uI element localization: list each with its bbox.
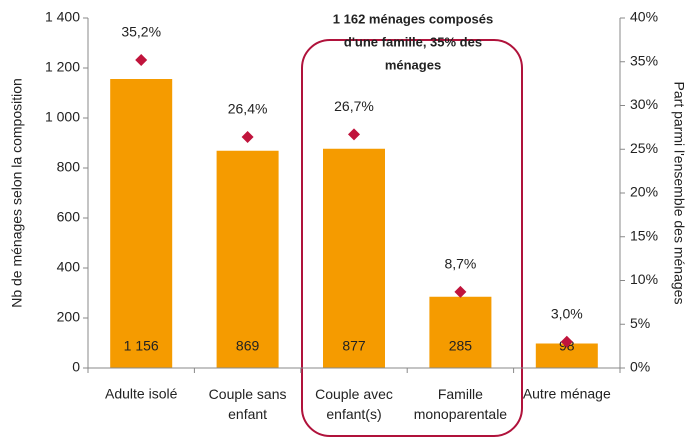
y-tick-label: 0 [72,359,80,375]
y2-tick-label: 30% [630,96,658,112]
point [348,128,360,141]
y2-tick-label: 25% [630,140,658,156]
x-tick-label: Adulte isolé [105,386,178,402]
y2-tick-label: 0% [630,359,650,375]
point-label: 26,4% [228,101,268,117]
bar [429,296,492,368]
x-tick-label: Couple sans enfant [209,386,287,422]
point [241,131,254,143]
x-tick-label: Autre ménage [523,386,611,402]
bar-label: 869 [236,338,260,354]
point-label: 35,2% [121,24,161,40]
point [454,285,467,298]
y2-tick-label: 35% [630,52,658,68]
annotation-frame [301,39,523,437]
annotation: ménages [385,57,441,72]
y2-tick-label: 10% [630,271,658,287]
y2-axis-title: Part parmi l'ensemble des ménages [671,82,687,305]
y-tick-label: 600 [57,209,81,225]
y-axis-title: Nb de ménages selon la composition [9,78,25,308]
point-label: 26,7% [334,98,374,114]
point-label: 3,0% [551,305,583,321]
annotation: d'une famille, 35% des [344,34,482,49]
bar-label: 877 [342,338,366,354]
y-tick-label: 1 000 [45,109,80,125]
x-tick-label: Famille monoparentale [414,386,508,422]
y2-tick-label: 20% [630,184,658,200]
y2-tick-label: 5% [630,315,650,331]
annotation: 1 162 ménages composés [333,11,493,26]
bar [323,148,385,368]
y-tick-label: 1 200 [45,59,80,75]
y-tick-label: 1 400 [45,9,80,25]
bar [216,150,279,368]
point-label: 8,7% [444,256,476,272]
y-tick-label: 200 [57,309,81,325]
point [135,54,148,66]
x-tick-label: Couple avec enfant(s) [315,386,393,422]
point [560,335,573,348]
y2-tick-label: 40% [630,9,658,25]
y-tick-label: 400 [57,259,81,275]
bar [110,79,173,368]
y-tick-label: 800 [57,159,81,175]
y2-tick-label: 15% [630,227,658,243]
bar-label: 285 [449,338,473,354]
bar-label: 1 156 [124,338,159,354]
